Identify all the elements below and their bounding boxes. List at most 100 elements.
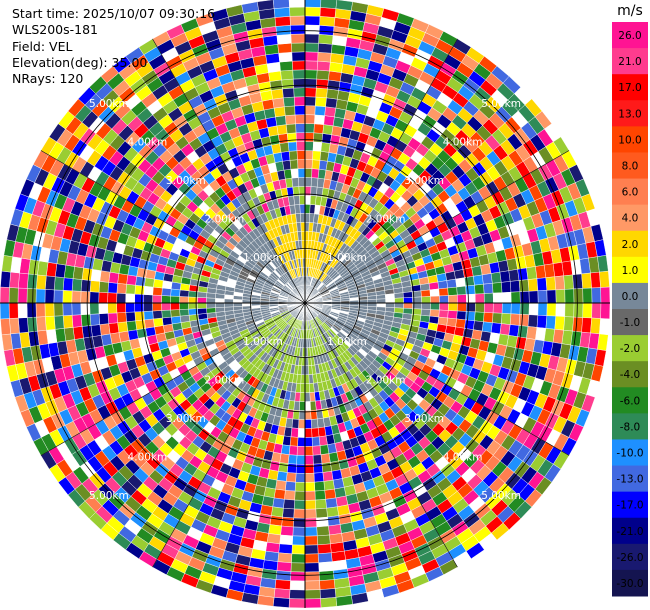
gate-cell	[455, 277, 466, 288]
gate-cell	[288, 445, 298, 456]
colorbar-tick-label: -21.0	[616, 526, 643, 538]
gate-cell	[272, 497, 285, 509]
gate-cell	[501, 302, 512, 315]
gate-cell	[324, 488, 337, 500]
gate-cell	[152, 302, 162, 312]
gate-cell	[367, 295, 377, 300]
gate-cell	[312, 454, 323, 465]
gate-cell	[300, 383, 306, 393]
colorbar-tick-label: -8.0	[620, 421, 641, 433]
gate-cell	[289, 589, 306, 600]
gate-cell	[299, 195, 306, 205]
gate-cell	[501, 313, 512, 325]
gate-cell	[555, 302, 566, 317]
gate-cell	[278, 133, 289, 144]
gate-cell	[290, 562, 306, 573]
gate-cell	[291, 177, 300, 188]
gate-cell	[290, 24, 306, 35]
gate-cell	[35, 288, 46, 304]
range-label: 1.00km	[327, 336, 367, 348]
colorbar-tick-label: -2.0	[620, 343, 641, 355]
field-name: Field: VEL	[12, 38, 73, 54]
gate-cell	[276, 561, 292, 572]
colorbar-tick-label: -1.0	[620, 317, 641, 329]
gate-cell	[446, 278, 457, 289]
gate-cell	[304, 132, 315, 143]
gate-cell	[134, 302, 145, 313]
gate-cell	[27, 316, 38, 333]
gate-cell	[287, 454, 298, 465]
gate-cell	[107, 312, 118, 324]
gate-cell	[319, 579, 336, 590]
gate-cell	[304, 365, 310, 376]
gate-cell	[282, 507, 295, 519]
gate-cell	[322, 471, 334, 482]
gate-cell	[71, 278, 83, 292]
gate-cell	[179, 289, 190, 298]
gate-cell	[8, 287, 19, 304]
gate-cell	[62, 314, 74, 329]
gate-cell	[143, 310, 154, 321]
gate-cell	[257, 595, 275, 607]
gate-cell	[297, 437, 306, 447]
gate-cell	[563, 316, 574, 332]
gate-cell	[509, 280, 521, 293]
gate-cell	[453, 269, 465, 280]
gate-cell	[316, 69, 330, 81]
gate-cell	[312, 141, 323, 152]
gate-cell	[294, 204, 301, 215]
gate-cell	[272, 0, 290, 9]
gate-cell	[284, 490, 296, 501]
gate-cell	[282, 87, 295, 99]
range-label: 1.00km	[327, 252, 367, 264]
gate-cell	[304, 114, 316, 125]
gate-cell	[299, 392, 306, 402]
gate-cell	[215, 298, 225, 304]
gate-cell	[304, 374, 310, 384]
gate-cell	[315, 499, 327, 510]
gate-cell	[153, 317, 164, 328]
gate-cell	[304, 526, 318, 537]
gate-cell	[289, 15, 306, 26]
gate-cell	[304, 598, 322, 609]
gate-cell	[311, 159, 321, 170]
gate-cell	[304, 87, 317, 98]
gate-cell	[510, 291, 521, 304]
gate-cell	[318, 435, 328, 446]
gate-cell	[335, 0, 353, 11]
gate-cell	[295, 132, 306, 143]
gate-cell	[116, 312, 127, 323]
gate-cell	[421, 296, 431, 304]
gate-cell	[72, 326, 84, 340]
gate-cell	[125, 293, 136, 304]
gate-cell	[293, 78, 306, 89]
colorbar-tick-label: 21.0	[618, 56, 641, 68]
gate-cell	[304, 437, 313, 447]
gate-cell	[327, 443, 337, 454]
colorbar-tick-label: 6.0	[622, 187, 639, 199]
gate-cell	[403, 302, 413, 309]
gate-cell	[179, 314, 191, 323]
gate-cell	[316, 534, 331, 546]
gate-cell	[53, 315, 65, 330]
gate-cell	[18, 272, 29, 289]
range-label: 5.00km	[481, 490, 521, 502]
gate-cell	[490, 322, 502, 335]
gate-cell	[492, 282, 503, 294]
gate-cell	[590, 317, 601, 335]
gate-cell	[143, 302, 153, 312]
range-label: 2.00km	[205, 375, 245, 387]
gate-cell	[44, 289, 55, 304]
gate-cell	[99, 323, 111, 336]
gate-cell	[292, 69, 306, 80]
gate-cell	[285, 472, 297, 483]
gate-cell	[53, 289, 64, 304]
gate-cell	[519, 291, 530, 304]
range-label: 5.00km	[481, 98, 521, 110]
gate-cell	[116, 302, 127, 314]
gate-cell	[318, 34, 334, 45]
gate-cell	[279, 453, 290, 464]
gate-cell	[53, 276, 65, 291]
gate-cell	[144, 318, 155, 329]
gate-cell	[80, 291, 91, 304]
